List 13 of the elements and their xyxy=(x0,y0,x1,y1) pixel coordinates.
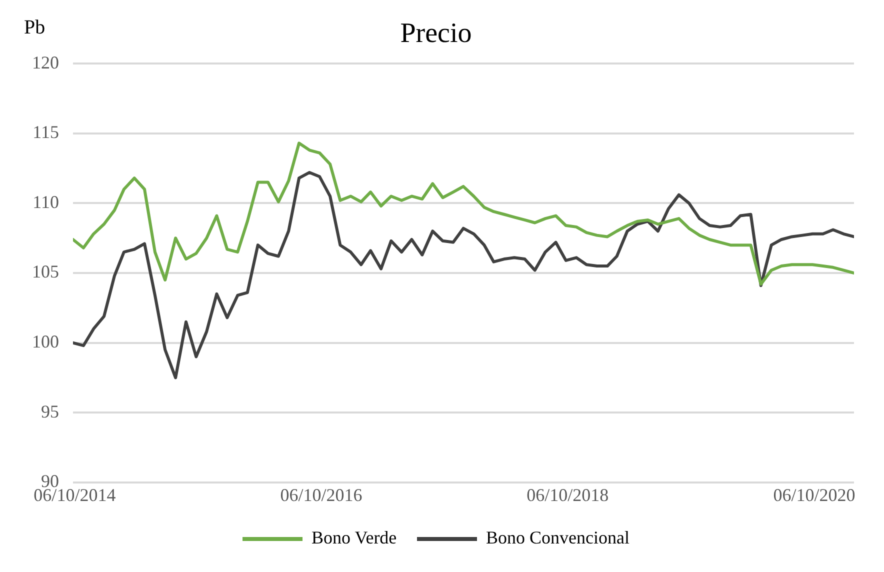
y-tick-label: 105 xyxy=(32,262,59,282)
chart-title: Precio xyxy=(400,18,472,50)
y-tick-label: 120 xyxy=(32,52,59,72)
y-tick-label: 110 xyxy=(32,192,59,212)
x-tick-label: 06/10/2016 xyxy=(280,484,362,505)
legend-label: Bono Convencional xyxy=(486,528,630,548)
y-axis-title: Pb xyxy=(24,16,46,38)
x-tick-label: 06/10/2020 xyxy=(773,484,856,505)
x-tick-label: 06/10/2018 xyxy=(526,484,609,505)
y-tick-label: 95 xyxy=(41,401,59,422)
y-tick-label: 115 xyxy=(32,122,59,142)
y-tick-label: 100 xyxy=(32,332,59,352)
legend-label: Bono Verde xyxy=(312,528,397,548)
